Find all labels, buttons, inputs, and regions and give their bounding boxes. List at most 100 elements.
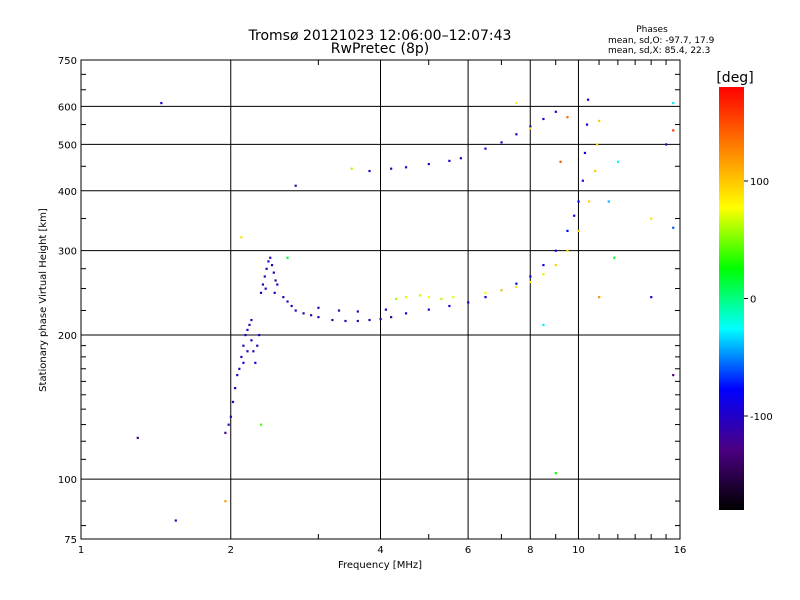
data-point xyxy=(594,169,597,173)
data-point xyxy=(231,400,235,404)
colorbar-tick-label: -100 xyxy=(750,412,773,423)
data-point xyxy=(261,283,265,286)
data-point xyxy=(331,318,334,322)
data-point xyxy=(607,200,610,203)
data-point xyxy=(246,328,249,332)
chart-title: Tromsø 20121023 12:06:00–12:07:43 xyxy=(248,28,512,44)
data-point xyxy=(598,296,601,299)
y-tick-label: 400 xyxy=(58,187,77,198)
data-point xyxy=(286,256,289,259)
data-point xyxy=(554,110,557,113)
data-point xyxy=(500,289,503,292)
data-point xyxy=(529,280,532,284)
data-point xyxy=(554,263,557,267)
data-point xyxy=(587,200,591,203)
data-point xyxy=(282,296,285,299)
data-point xyxy=(672,101,675,105)
data-point xyxy=(274,279,277,282)
y-tick-label: 600 xyxy=(58,102,77,113)
data-point xyxy=(672,373,675,377)
data-point xyxy=(238,367,241,370)
data-point xyxy=(246,350,249,353)
data-point xyxy=(427,296,430,299)
y-tick-label: 500 xyxy=(58,140,77,151)
data-point xyxy=(356,310,359,313)
stats-line-x: mean, sd,X: 85.4, 22.3 xyxy=(608,46,710,56)
colorbar-tick-label: 100 xyxy=(750,177,769,188)
data-point xyxy=(273,291,276,294)
data-point xyxy=(500,141,503,144)
data-point xyxy=(174,519,177,522)
data-point xyxy=(613,256,616,259)
data-point xyxy=(577,200,580,203)
data-point xyxy=(350,167,353,170)
data-point xyxy=(418,294,422,297)
data-point xyxy=(317,306,320,309)
data-point xyxy=(542,323,545,327)
data-point xyxy=(515,101,518,105)
data-point xyxy=(344,319,347,323)
data-point xyxy=(404,296,408,299)
data-point xyxy=(596,143,599,146)
y-tick-label: 750 xyxy=(58,56,77,67)
data-point xyxy=(554,472,557,475)
data-point xyxy=(448,159,451,162)
grid-lines xyxy=(81,60,680,539)
data-point xyxy=(254,361,257,364)
data-point xyxy=(240,355,243,359)
data-point xyxy=(554,249,557,252)
data-point xyxy=(259,423,263,426)
data-point xyxy=(566,249,569,252)
data-point xyxy=(650,296,653,299)
data-point xyxy=(269,256,272,259)
data-points xyxy=(136,98,675,522)
data-point xyxy=(650,217,653,220)
data-point xyxy=(267,260,270,263)
data-point xyxy=(616,160,620,163)
y-tick-label: 75 xyxy=(64,535,77,546)
data-point xyxy=(263,275,266,278)
data-point xyxy=(484,147,487,150)
data-point xyxy=(395,297,398,300)
data-point xyxy=(248,323,251,327)
data-point xyxy=(467,301,470,304)
data-point xyxy=(236,373,239,377)
data-point xyxy=(259,291,263,294)
data-point xyxy=(672,226,675,229)
x-tick-label: 16 xyxy=(674,545,687,556)
data-point xyxy=(427,308,430,311)
x-tick-label: 4 xyxy=(377,545,383,556)
data-point xyxy=(250,318,253,322)
data-point xyxy=(440,297,443,300)
data-point xyxy=(598,119,601,122)
data-point xyxy=(573,214,576,217)
colorbar-label: [deg] xyxy=(716,70,753,86)
data-point xyxy=(665,143,668,146)
data-point xyxy=(542,273,545,276)
data-point xyxy=(672,129,675,132)
stats-heading: Phases xyxy=(636,25,668,35)
stats-line-o: mean, sd,O: -97.7, 17.9 xyxy=(608,36,715,46)
data-point xyxy=(577,229,580,232)
data-point xyxy=(136,436,139,439)
data-point xyxy=(229,415,232,418)
data-point xyxy=(566,116,569,119)
data-point xyxy=(317,316,320,319)
data-point xyxy=(270,263,274,267)
data-point xyxy=(390,167,393,170)
data-point xyxy=(265,267,268,270)
y-axis-label: Stationary phase Virtual Height [km] xyxy=(38,208,49,392)
data-point xyxy=(586,98,590,101)
data-point xyxy=(404,166,408,169)
data-point xyxy=(459,157,462,160)
data-point xyxy=(529,127,532,130)
data-point xyxy=(515,282,518,285)
chart-subtitle: RwPretec (8p) xyxy=(331,41,429,57)
data-point xyxy=(240,236,243,239)
data-point xyxy=(515,133,518,136)
data-point xyxy=(368,169,371,173)
data-point xyxy=(559,160,562,163)
data-point xyxy=(384,308,388,311)
data-point xyxy=(337,309,341,312)
